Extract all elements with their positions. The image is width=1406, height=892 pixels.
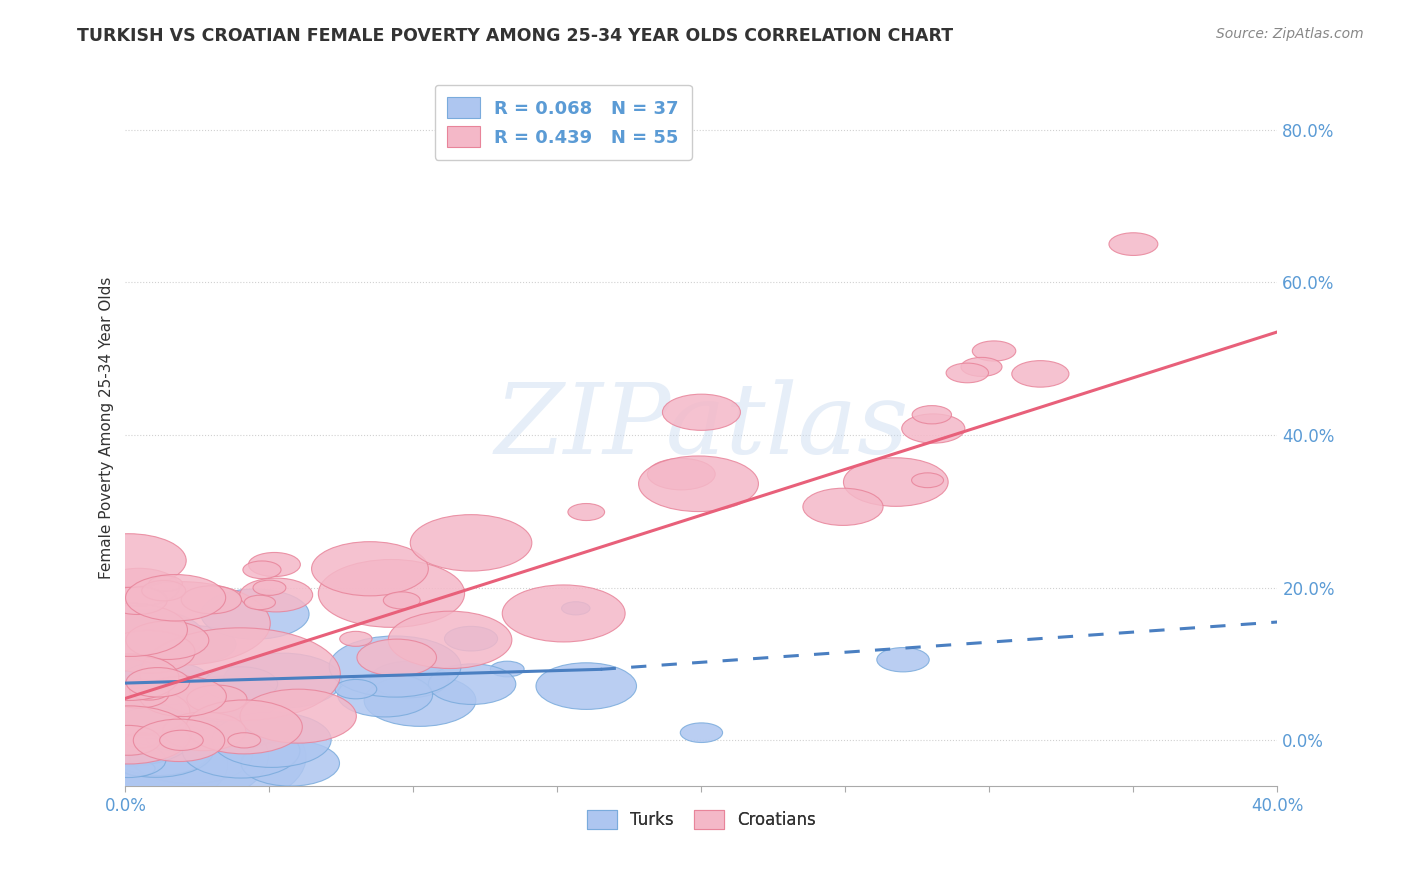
Ellipse shape [56,699,307,815]
Ellipse shape [243,561,281,579]
Ellipse shape [142,581,186,601]
Ellipse shape [224,653,342,708]
Ellipse shape [187,685,247,713]
Ellipse shape [901,414,965,443]
Ellipse shape [129,681,169,700]
Ellipse shape [335,680,377,698]
Ellipse shape [253,580,285,595]
Ellipse shape [245,595,276,609]
Ellipse shape [93,690,218,748]
Ellipse shape [118,661,212,705]
Y-axis label: Female Poverty Among 25-34 Year Olds: Female Poverty Among 25-34 Year Olds [100,277,114,579]
Ellipse shape [411,515,531,571]
Ellipse shape [125,574,225,621]
Ellipse shape [370,661,449,698]
Ellipse shape [87,688,190,735]
Ellipse shape [129,726,253,784]
Ellipse shape [212,712,332,767]
Ellipse shape [384,592,420,609]
Ellipse shape [127,667,190,697]
Ellipse shape [179,675,280,723]
Ellipse shape [312,541,429,596]
Ellipse shape [96,725,160,756]
Ellipse shape [75,685,181,734]
Ellipse shape [242,740,339,786]
Ellipse shape [946,363,988,383]
Ellipse shape [388,611,512,668]
Text: TURKISH VS CROATIAN FEMALE POVERTY AMONG 25-34 YEAR OLDS CORRELATION CHART: TURKISH VS CROATIAN FEMALE POVERTY AMONG… [77,27,953,45]
Ellipse shape [149,576,183,591]
Ellipse shape [108,728,209,776]
Ellipse shape [337,673,433,717]
Ellipse shape [73,603,187,657]
Ellipse shape [204,667,277,701]
Ellipse shape [228,732,260,748]
Ellipse shape [973,341,1015,361]
Ellipse shape [63,705,194,766]
Ellipse shape [125,732,157,748]
Ellipse shape [201,589,309,640]
Ellipse shape [118,670,153,687]
Ellipse shape [66,706,191,764]
Ellipse shape [249,552,301,576]
Ellipse shape [491,661,524,677]
Ellipse shape [803,488,883,525]
Ellipse shape [91,743,166,778]
Ellipse shape [502,585,626,642]
Legend: Turks, Croatians: Turks, Croatians [576,799,825,838]
Ellipse shape [134,719,225,762]
Ellipse shape [122,761,155,776]
Ellipse shape [70,533,186,588]
Ellipse shape [357,640,436,676]
Ellipse shape [97,723,214,777]
Ellipse shape [127,621,209,659]
Ellipse shape [118,658,162,679]
Ellipse shape [638,456,758,512]
Ellipse shape [240,690,356,743]
Ellipse shape [568,503,605,521]
Ellipse shape [912,406,952,424]
Ellipse shape [118,707,186,739]
Ellipse shape [32,701,269,811]
Ellipse shape [163,712,246,751]
Ellipse shape [156,625,236,663]
Ellipse shape [186,700,302,754]
Ellipse shape [329,636,461,698]
Ellipse shape [181,586,242,614]
Ellipse shape [911,473,943,488]
Ellipse shape [647,458,716,490]
Ellipse shape [429,664,516,705]
Ellipse shape [1109,233,1159,255]
Ellipse shape [960,358,1002,376]
Ellipse shape [239,578,312,612]
Ellipse shape [844,458,948,507]
Ellipse shape [90,582,270,665]
Text: Source: ZipAtlas.com: Source: ZipAtlas.com [1216,27,1364,41]
Ellipse shape [444,626,498,651]
Ellipse shape [145,723,204,750]
Ellipse shape [536,663,637,709]
Ellipse shape [877,648,929,672]
Ellipse shape [1012,360,1069,387]
Ellipse shape [30,719,228,811]
Ellipse shape [103,631,195,673]
Ellipse shape [79,654,179,700]
Ellipse shape [681,723,723,742]
Ellipse shape [160,731,204,750]
Ellipse shape [561,602,591,615]
Text: ZIPatlas: ZIPatlas [494,380,908,475]
Ellipse shape [139,676,226,716]
Ellipse shape [89,610,204,664]
Ellipse shape [141,628,340,721]
Ellipse shape [364,674,475,726]
Ellipse shape [98,568,180,606]
Ellipse shape [108,680,169,708]
Ellipse shape [340,632,373,647]
Ellipse shape [662,394,741,430]
Ellipse shape [107,587,167,615]
Ellipse shape [183,723,299,778]
Ellipse shape [318,559,464,627]
